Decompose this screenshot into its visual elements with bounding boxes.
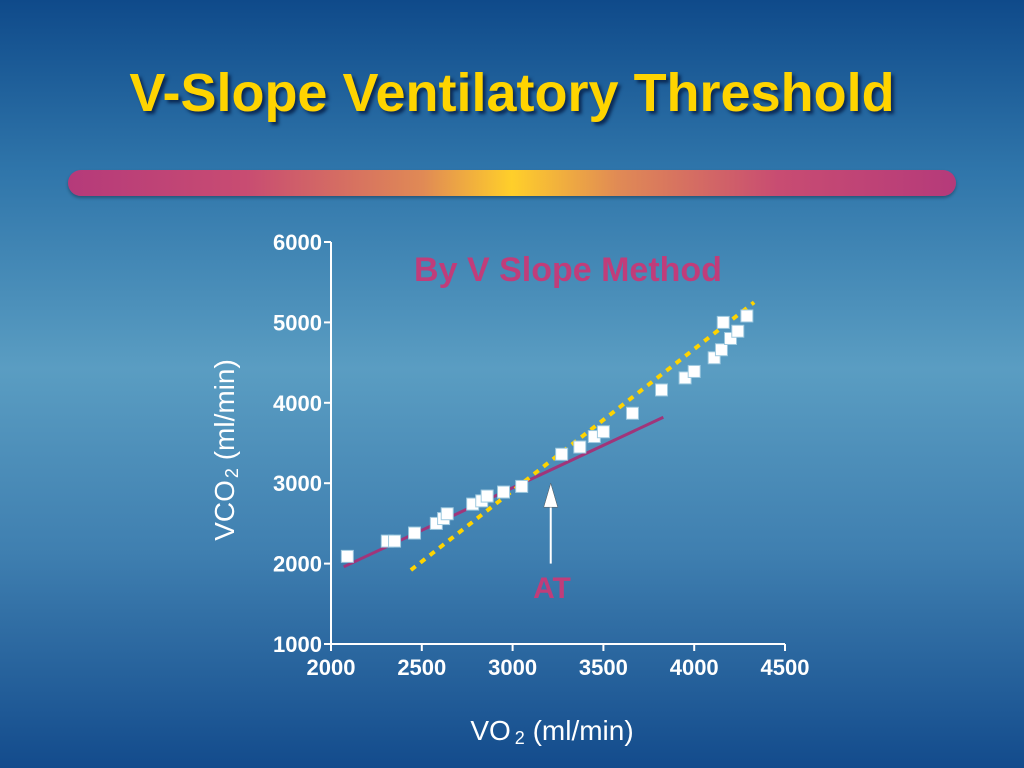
y-tick-label: 3000	[273, 471, 322, 496]
x-axis-title-unit: (ml/min)	[525, 715, 634, 746]
data-point	[408, 526, 422, 540]
steep-fit-line	[409, 300, 756, 572]
y-axis-title-sub: 2	[222, 468, 242, 478]
x-axis-title-sub: 2	[515, 728, 525, 748]
x-tick-label: 3500	[579, 655, 628, 680]
data-point	[625, 406, 639, 420]
x-tick-label: 2000	[307, 655, 356, 680]
decorative-divider-bar	[68, 170, 956, 196]
x-axis-title: VO 2 (ml/min)	[470, 715, 633, 748]
at-annotation: AT	[533, 572, 571, 605]
y-tick-label: 1000	[273, 632, 322, 657]
data-point	[497, 485, 511, 499]
data-point	[714, 343, 728, 357]
data-point	[388, 534, 402, 548]
y-tick-label: 2000	[273, 552, 322, 577]
y-axis-title: VCO 2 (ml/min)	[209, 359, 242, 541]
x-axis-title-main: VO	[470, 715, 510, 746]
data-point	[480, 489, 494, 503]
data-point	[731, 324, 745, 338]
data-point	[687, 364, 701, 378]
data-point	[716, 315, 730, 329]
x-tick-label: 4500	[761, 655, 810, 680]
data-point	[555, 447, 569, 461]
at-arrow	[543, 482, 559, 564]
chart-axes	[330, 242, 785, 645]
data-point	[340, 549, 354, 563]
y-axis-ticks: 1000 2000 3000 4000 5000 6000	[273, 230, 331, 657]
data-point	[573, 440, 587, 454]
data-point	[655, 383, 669, 397]
y-tick-label: 4000	[273, 391, 322, 416]
data-point	[440, 507, 454, 521]
x-tick-label: 4000	[670, 655, 719, 680]
slide-title: V-Slope Ventilatory Threshold	[129, 63, 895, 123]
y-tick-label: 5000	[273, 310, 322, 335]
x-tick-label: 2500	[397, 655, 446, 680]
x-tick-label: 3000	[488, 655, 537, 680]
y-axis-title-unit: (ml/min)	[209, 359, 240, 468]
y-tick-label: 6000	[273, 230, 322, 255]
data-points	[340, 309, 754, 563]
data-point	[596, 425, 610, 439]
method-annotation: By V Slope Method	[414, 251, 722, 289]
y-axis-title-main: VCO	[209, 480, 240, 541]
data-point	[740, 309, 754, 323]
at-arrow-head	[543, 482, 559, 508]
data-point	[515, 479, 529, 493]
fit-lines	[343, 300, 756, 572]
x-axis-ticks: 2000 2500 3000 3500 4000 4500	[307, 644, 810, 680]
